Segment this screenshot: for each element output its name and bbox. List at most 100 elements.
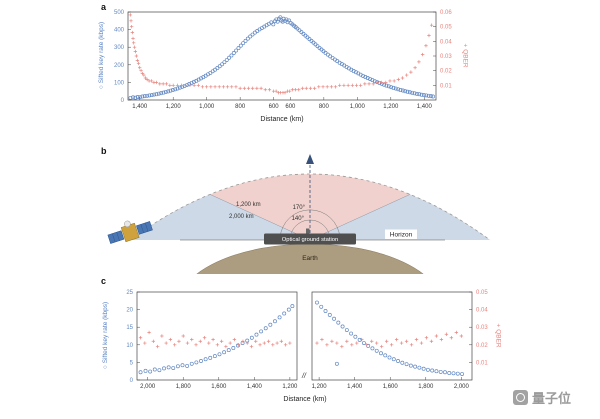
data-point-plus	[365, 343, 369, 347]
data-point-plus	[134, 54, 139, 58]
data-point-circle	[229, 53, 234, 58]
data-point-plus	[394, 337, 399, 342]
chart-a-left-axis-title: ○Sifted key rate (kbps)	[95, 12, 108, 98]
data-point-circle	[148, 369, 153, 374]
data-point-circle	[313, 42, 318, 47]
y-tick-label: 0.03	[476, 325, 488, 331]
x-tick-label: 1,400	[417, 104, 433, 110]
data-point-plus	[350, 83, 355, 88]
data-point-plus	[225, 85, 230, 89]
data-point-circle	[301, 31, 306, 36]
data-point-plus	[409, 70, 413, 74]
data-point-plus	[154, 80, 159, 85]
data-point-plus	[384, 80, 388, 85]
data-point-circle	[140, 94, 145, 99]
data-point-plus	[196, 83, 201, 88]
data-point-plus	[454, 330, 459, 335]
data-point-plus	[274, 89, 278, 93]
data-point-plus	[300, 86, 305, 90]
data-point-plus	[259, 86, 263, 90]
data-point-circle	[393, 86, 398, 91]
data-point-plus	[439, 337, 444, 342]
data-point-plus	[424, 44, 428, 48]
data-point-circle	[315, 44, 320, 49]
data-point-circle	[147, 93, 152, 98]
y-tick-label: 0.04	[440, 39, 452, 45]
y-tick-label: 25	[126, 290, 133, 296]
data-point-plus	[346, 83, 350, 88]
data-point-circle	[142, 94, 147, 99]
data-point-circle	[189, 80, 194, 85]
data-point-circle	[336, 320, 341, 325]
data-point-plus	[198, 339, 202, 343]
data-point-circle	[157, 368, 162, 373]
data-point-circle	[282, 311, 287, 316]
data-point-plus	[133, 49, 138, 54]
data-point-circle	[133, 95, 138, 100]
data-point-plus	[358, 83, 363, 88]
data-point-circle	[248, 34, 253, 39]
y-tick-label: 0	[130, 378, 134, 384]
data-point-circle	[152, 367, 157, 372]
x-tick-label: 1,200	[166, 104, 182, 110]
ground-station-antenna	[306, 228, 310, 234]
data-point-plus	[171, 83, 175, 88]
data-point-circle	[192, 79, 196, 84]
data-point-circle	[226, 348, 231, 353]
x-tick-label: 1,400	[247, 384, 263, 390]
data-point-circle	[389, 85, 394, 90]
data-point-circle	[182, 83, 187, 88]
chart-a-x-axis-title: Distance (km)	[260, 116, 304, 123]
data-point-plus	[184, 83, 188, 88]
data-point-circle	[374, 348, 379, 353]
data-point-circle	[370, 346, 375, 351]
data-point-circle	[199, 359, 203, 363]
y-tick-label: 0.05	[440, 25, 452, 31]
plus-marker-glyph: +	[495, 322, 502, 327]
data-point-plus	[370, 339, 374, 343]
angle-label-140: 140°	[292, 216, 305, 222]
data-point-circle	[426, 93, 431, 98]
data-point-plus	[434, 334, 439, 338]
data-point-plus	[308, 86, 313, 90]
ground-station-box	[264, 233, 356, 245]
data-point-circle	[408, 363, 413, 368]
data-point-plus	[367, 82, 371, 86]
data-point-plus	[135, 58, 140, 63]
data-point-plus	[158, 82, 162, 86]
data-point-circle	[131, 95, 135, 100]
y-tick-label: 500	[114, 10, 125, 16]
data-point-plus	[459, 334, 464, 338]
data-point-plus	[213, 85, 217, 89]
data-point-plus	[202, 336, 207, 340]
chart-c-x-axis-title: Distance (km)	[283, 396, 327, 403]
data-point-circle	[238, 43, 243, 48]
data-point-circle	[189, 361, 194, 366]
data-point-plus	[245, 341, 249, 345]
data-point-circle	[361, 341, 366, 345]
data-point-plus	[312, 86, 317, 90]
data-point-plus	[143, 341, 147, 345]
data-point-circle	[203, 357, 208, 362]
data-point-plus	[392, 79, 396, 83]
data-point-circle	[311, 40, 316, 45]
panel-c-label: c	[101, 276, 107, 286]
y-tick-label: 0.02	[476, 343, 488, 349]
data-point-plus	[129, 24, 134, 29]
data-point-plus	[350, 343, 354, 347]
data-point-plus	[429, 23, 434, 27]
data-point-plus	[404, 339, 409, 343]
data-point-circle	[443, 370, 447, 375]
data-point-plus	[375, 80, 380, 85]
data-point-circle	[398, 88, 403, 92]
data-point-circle	[159, 91, 164, 96]
data-point-plus	[145, 77, 149, 82]
data-point-circle	[451, 371, 456, 376]
data-point-plus	[131, 41, 136, 45]
qbitai-logo-icon	[513, 390, 528, 405]
data-point-plus	[251, 86, 255, 90]
data-point-plus	[297, 88, 301, 92]
data-point-circle	[421, 366, 426, 371]
data-point-plus	[246, 86, 251, 90]
low-elevation-wedge-left	[130, 194, 310, 240]
